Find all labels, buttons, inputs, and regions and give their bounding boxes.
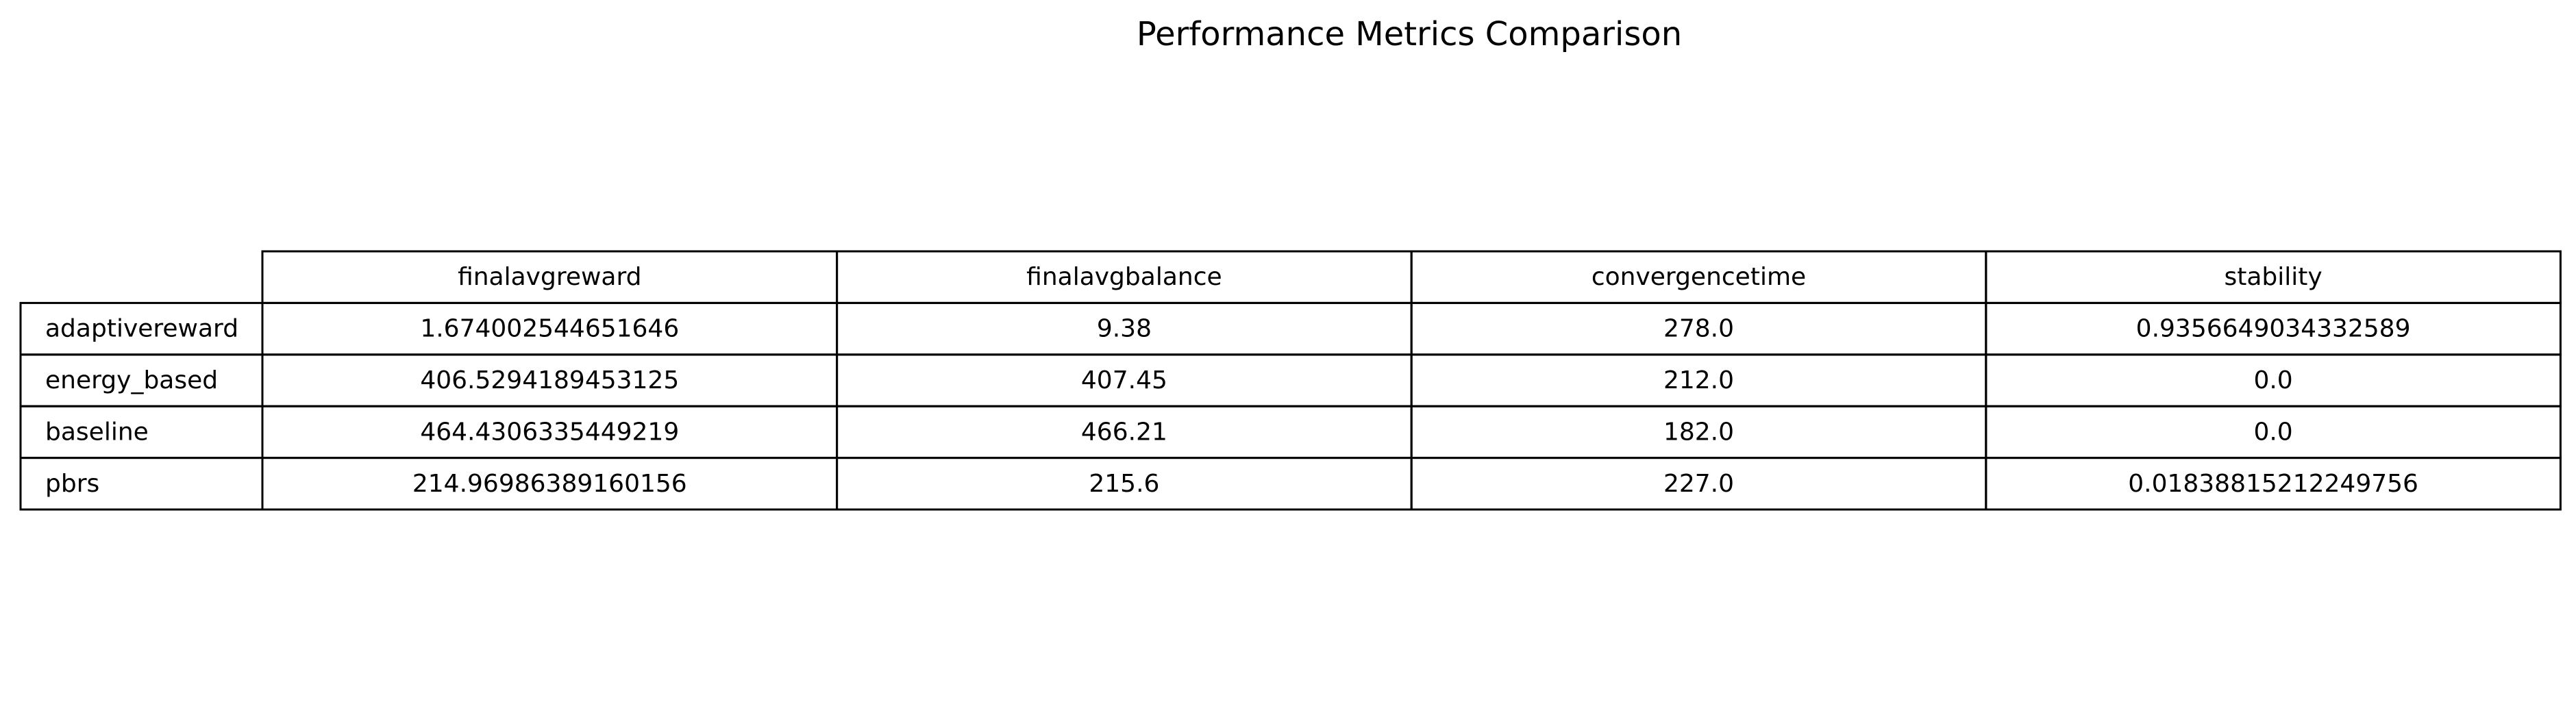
column-header: convergencetime	[1592, 263, 1806, 291]
cell-value: 464.4306335449219	[420, 418, 679, 446]
row-label: baseline	[45, 418, 149, 446]
cell-value: 278.0	[1663, 315, 1734, 343]
cell-value: 1.674002544651646	[420, 315, 679, 343]
column-header: finalavgbalance	[1026, 263, 1222, 291]
cell-value: 182.0	[1663, 418, 1734, 446]
row-label: pbrs	[45, 470, 99, 498]
cell-value: 214.96986389160156	[412, 470, 687, 498]
cell-value: 0.0	[2253, 418, 2292, 446]
cell-value: 215.6	[1089, 470, 1159, 498]
row-label: energy_based	[45, 366, 218, 394]
table-cell	[1985, 457, 2562, 511]
cell-value: 407.45	[1081, 366, 1167, 394]
column-header: finalavgreward	[458, 263, 641, 291]
cell-value: 406.5294189453125	[420, 366, 679, 394]
cell-value: 466.21	[1081, 418, 1167, 446]
cell-value: 227.0	[1663, 470, 1734, 498]
cell-value: 0.0	[2253, 366, 2292, 394]
chart-title: Performance Metrics Comparison	[1136, 15, 1683, 53]
column-header: stability	[2224, 263, 2322, 291]
cell-value: 212.0	[1663, 366, 1734, 394]
cell-value: 0.9356649034332589	[2136, 315, 2411, 343]
cell-value: 0.01838815212249756	[2128, 470, 2418, 498]
cell-value: 9.38	[1097, 315, 1152, 343]
row-label: adaptivereward	[45, 315, 238, 343]
